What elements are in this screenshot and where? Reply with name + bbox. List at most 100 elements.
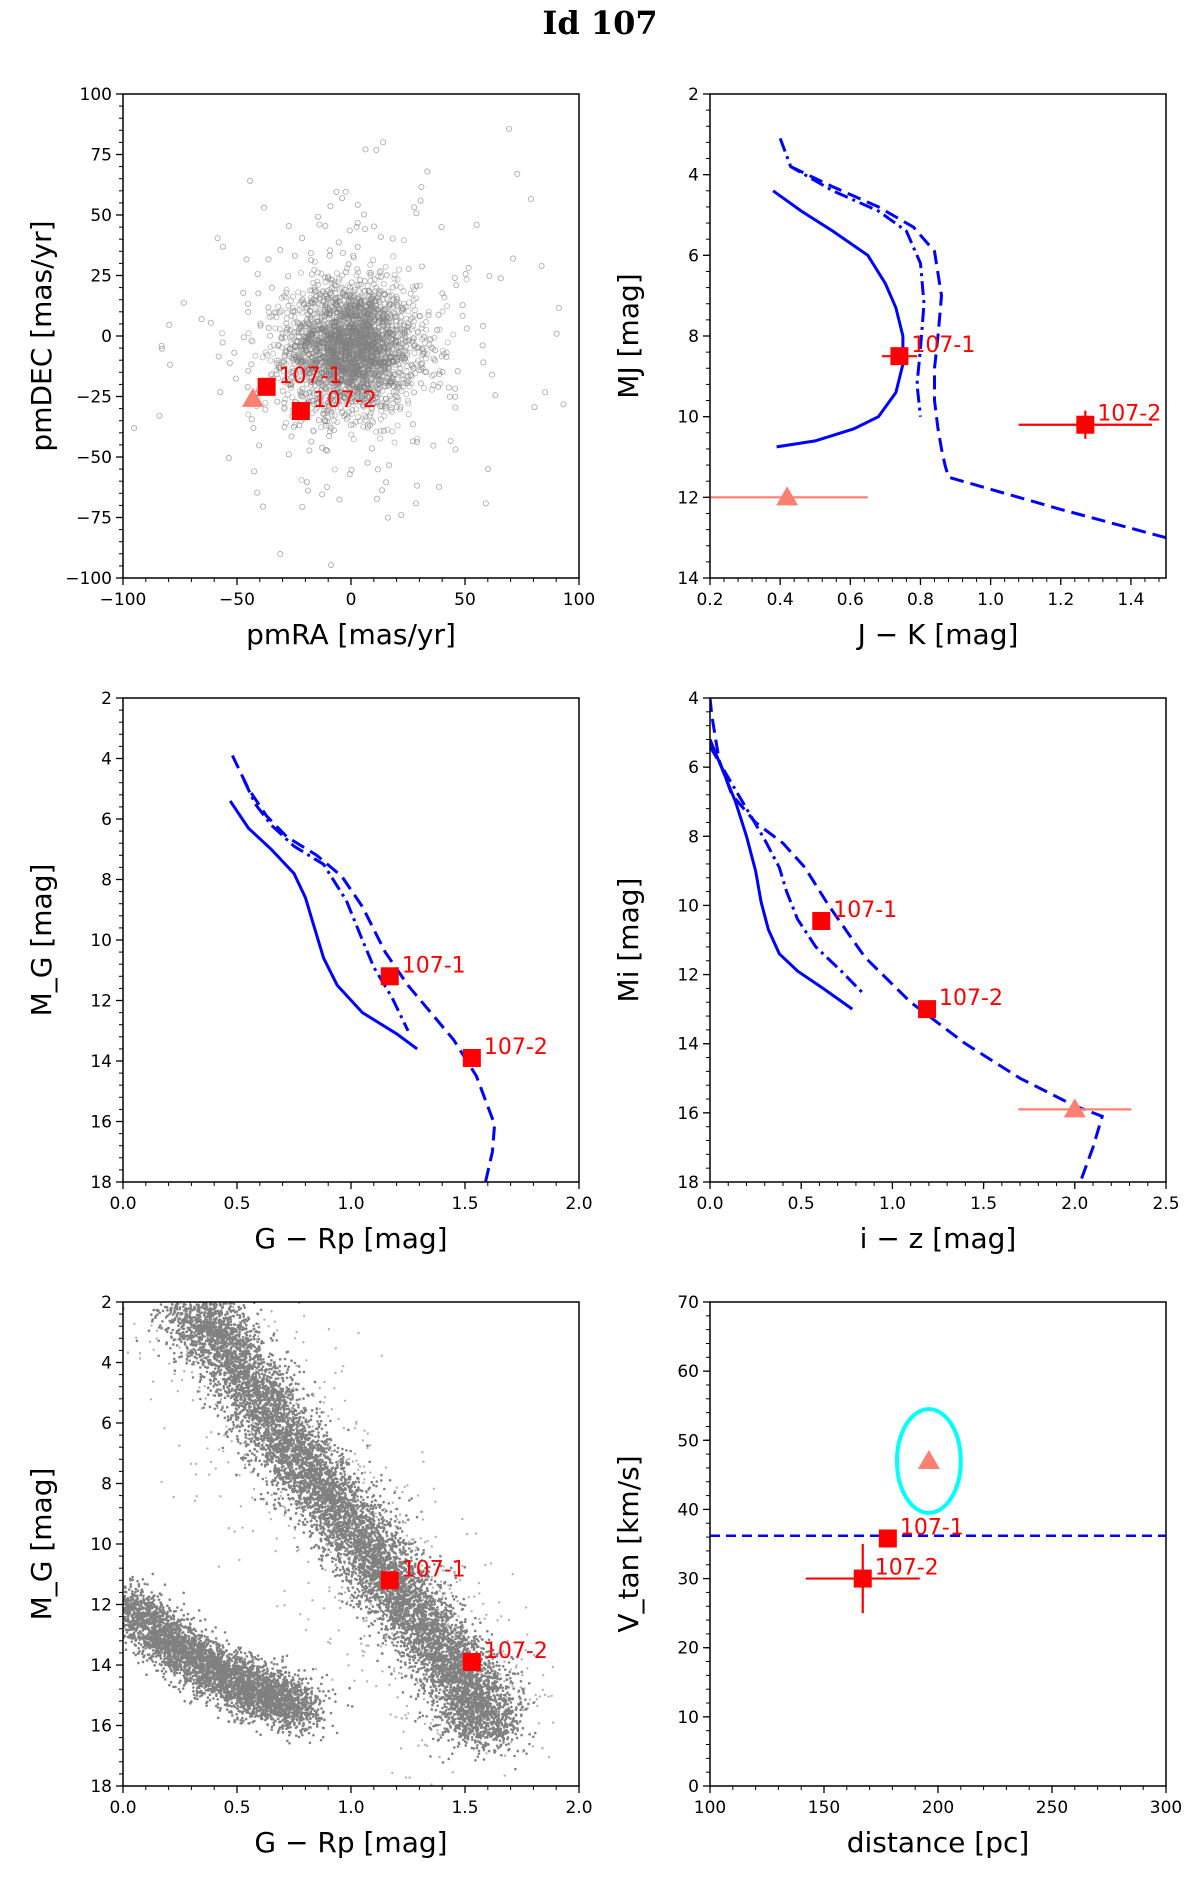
cloud-point xyxy=(384,1523,387,1527)
cloud-point xyxy=(310,427,317,434)
cloud-point xyxy=(372,297,379,304)
cloud-point xyxy=(342,350,349,357)
cloud-point xyxy=(366,269,373,276)
cloud-point xyxy=(355,1596,358,1600)
cloud-point xyxy=(417,367,424,374)
cloud-point xyxy=(348,431,355,438)
x-axis-label: pmRA [mas/yr] xyxy=(246,618,456,651)
cloud-point xyxy=(314,278,321,285)
cloud-point xyxy=(383,355,390,362)
cloud-point xyxy=(378,323,385,330)
cloud-point xyxy=(357,1590,361,1593)
cloud-point xyxy=(267,332,274,339)
cloud-point xyxy=(362,417,369,424)
cloud-point xyxy=(283,320,290,327)
cloud-point xyxy=(273,357,280,364)
cloud-point xyxy=(446,393,453,400)
cloud-point xyxy=(339,272,346,279)
cloud-point xyxy=(328,341,335,348)
cloud-point xyxy=(427,336,434,343)
cloud-point xyxy=(276,325,283,332)
cloud-point xyxy=(348,358,355,365)
x-tick-label: 0.5 xyxy=(788,1194,815,1214)
cloud-point xyxy=(302,348,309,355)
star-marker xyxy=(462,1048,481,1067)
cloud-point xyxy=(311,401,318,408)
cloud-point xyxy=(377,339,384,346)
cloud-point xyxy=(367,261,374,268)
cloud-point xyxy=(278,295,285,302)
cloud-point xyxy=(360,423,367,430)
x-tick-label: 2.0 xyxy=(1061,1194,1088,1214)
cloud-point xyxy=(326,428,333,435)
cloud-point xyxy=(269,284,276,291)
cloud-point xyxy=(492,392,499,399)
cloud-point xyxy=(421,334,428,341)
y-tick-label: 8 xyxy=(688,327,699,347)
cloud-point xyxy=(244,383,251,390)
cloud-point xyxy=(301,323,308,330)
cloud-point xyxy=(381,306,388,313)
cloud-point xyxy=(232,375,239,382)
cloud-point xyxy=(369,384,376,391)
cloud-point xyxy=(327,247,334,254)
cloud-point xyxy=(374,495,381,502)
cloud-point xyxy=(291,360,298,367)
cloud-point xyxy=(452,385,459,392)
y-tick-label: 2 xyxy=(688,85,699,105)
cloud-point xyxy=(376,381,383,388)
cloud-point xyxy=(322,326,329,333)
cloud-point xyxy=(407,290,414,297)
cloud-point xyxy=(286,381,293,388)
reference-marker xyxy=(1063,1098,1086,1118)
cloud-point xyxy=(321,369,328,376)
cloud-point xyxy=(386,462,393,469)
cloud-point xyxy=(386,372,393,379)
y-tick-label: 2 xyxy=(101,689,112,709)
y-tick-label: 14 xyxy=(677,569,699,589)
cloud-point xyxy=(265,304,272,311)
cloud-point xyxy=(424,168,431,175)
cloud-point xyxy=(344,265,351,272)
cloud-point xyxy=(486,272,493,279)
cloud-point xyxy=(243,256,250,263)
cloud-point xyxy=(436,326,443,333)
cloud-point xyxy=(299,503,306,510)
cloud-point xyxy=(321,389,328,396)
cloud-point xyxy=(399,1526,402,1530)
cloud-point xyxy=(316,295,323,302)
cloud-point xyxy=(382,383,389,390)
cloud-point xyxy=(171,1343,175,1346)
cloud-point xyxy=(307,308,314,315)
cloud-point xyxy=(336,327,343,334)
cloud-point xyxy=(380,346,387,353)
cloud-point xyxy=(314,336,321,343)
cloud-point xyxy=(368,320,375,327)
cloud-point xyxy=(278,333,285,340)
cloud-point xyxy=(335,389,342,396)
cloud-point xyxy=(410,296,417,303)
cloud-point xyxy=(308,338,315,345)
cloud-point xyxy=(443,353,450,360)
cloud-point xyxy=(265,256,272,263)
cloud-point xyxy=(308,373,315,380)
cloud-point xyxy=(486,1629,489,1633)
cloud-point xyxy=(391,275,398,282)
cloud-point xyxy=(354,312,361,319)
cloud-point xyxy=(311,353,318,360)
cloud-point xyxy=(336,392,343,399)
x-tick-label: 1.0 xyxy=(879,1194,906,1214)
cloud-point xyxy=(285,302,292,309)
cloud-point xyxy=(314,269,321,276)
cloud-point xyxy=(413,283,420,290)
cloud-point xyxy=(318,270,325,277)
cloud-point xyxy=(463,325,470,332)
cloud-point xyxy=(350,421,357,428)
cloud-point xyxy=(389,292,396,299)
cloud-point xyxy=(387,406,394,413)
reference-marker xyxy=(776,486,799,506)
cloud-point xyxy=(390,388,397,395)
cloud-point xyxy=(282,396,289,403)
cloud-point xyxy=(371,344,378,351)
cloud-point xyxy=(395,369,402,376)
